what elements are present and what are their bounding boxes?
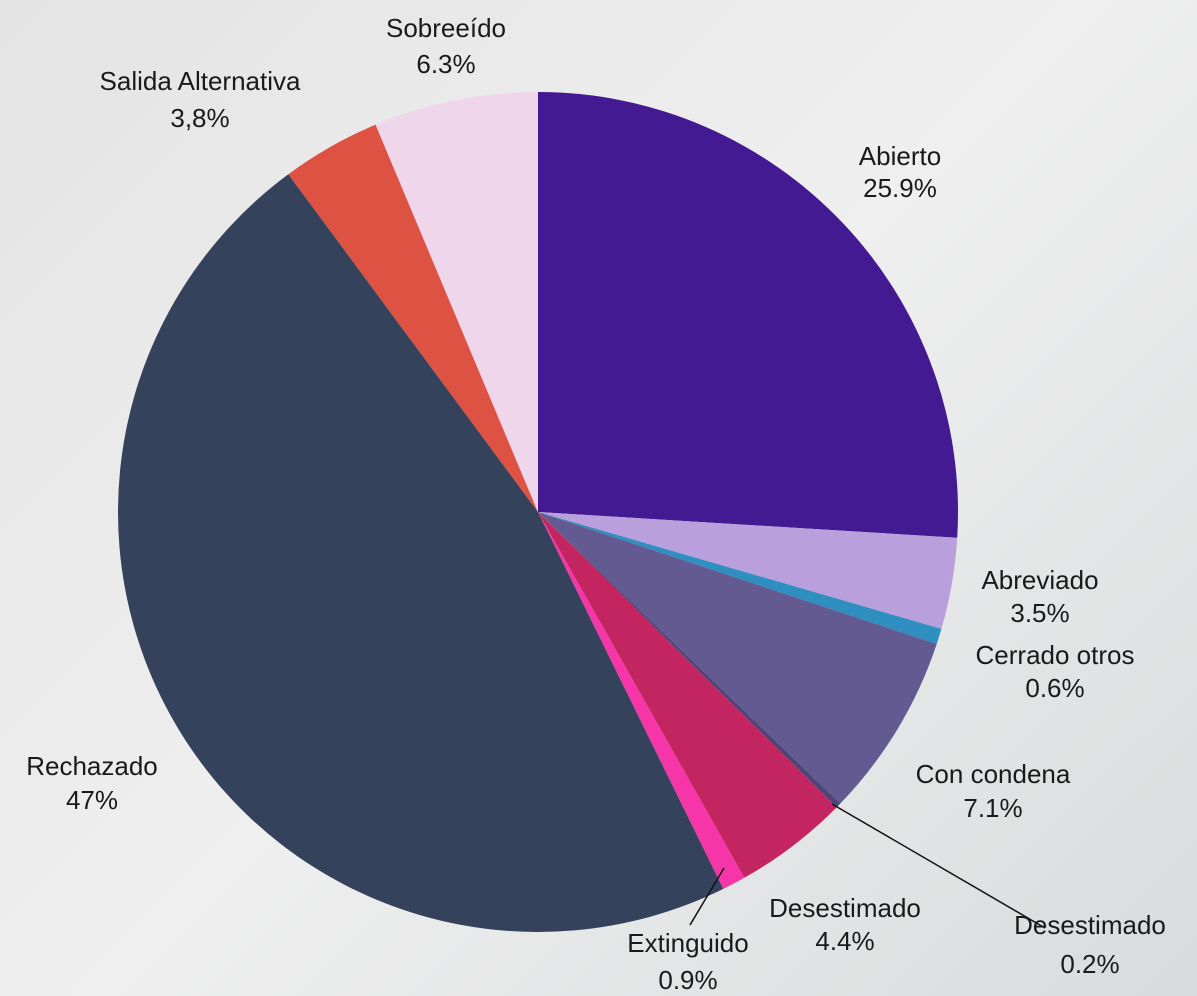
slice-value: 0.9% [658, 965, 717, 995]
slice-label: Desestimado [1014, 910, 1166, 940]
pie-slice [538, 512, 937, 804]
pie-slice [538, 512, 841, 808]
slice-label: Rechazado [26, 751, 158, 781]
slice-value: 25.9% [863, 173, 937, 203]
slice-value: 7.1% [963, 793, 1022, 823]
pie-slice [538, 512, 958, 629]
pie-slice [375, 92, 538, 512]
slice-label: Desestimado [769, 893, 921, 923]
slice-label: Salida Alternativa [100, 66, 301, 96]
slice-value: 3,8% [170, 103, 229, 133]
leader-line [831, 803, 1046, 929]
slice-label: Con condena [916, 759, 1071, 789]
pie-slice [538, 512, 942, 645]
slice-label: Cerrado otros [976, 640, 1135, 670]
slice-value: 3.5% [1010, 598, 1069, 628]
slice-label: Abierto [859, 141, 941, 171]
slice-value: 47% [66, 785, 118, 815]
slice-label: Abreviado [981, 565, 1098, 595]
slice-value: 0.6% [1025, 673, 1084, 703]
pie-slice [117, 174, 724, 933]
pie-slice [538, 512, 745, 889]
pie-slice [538, 92, 959, 538]
slice-label: Extinguido [627, 928, 748, 958]
pie-slice [288, 124, 538, 512]
slice-value: 6.3% [416, 49, 475, 79]
pie-slice [538, 512, 837, 878]
leader-line [689, 867, 725, 926]
slice-value: 4.4% [815, 926, 874, 956]
slice-label: Sobreeído [386, 13, 506, 43]
slice-value: 0.2% [1060, 949, 1119, 979]
